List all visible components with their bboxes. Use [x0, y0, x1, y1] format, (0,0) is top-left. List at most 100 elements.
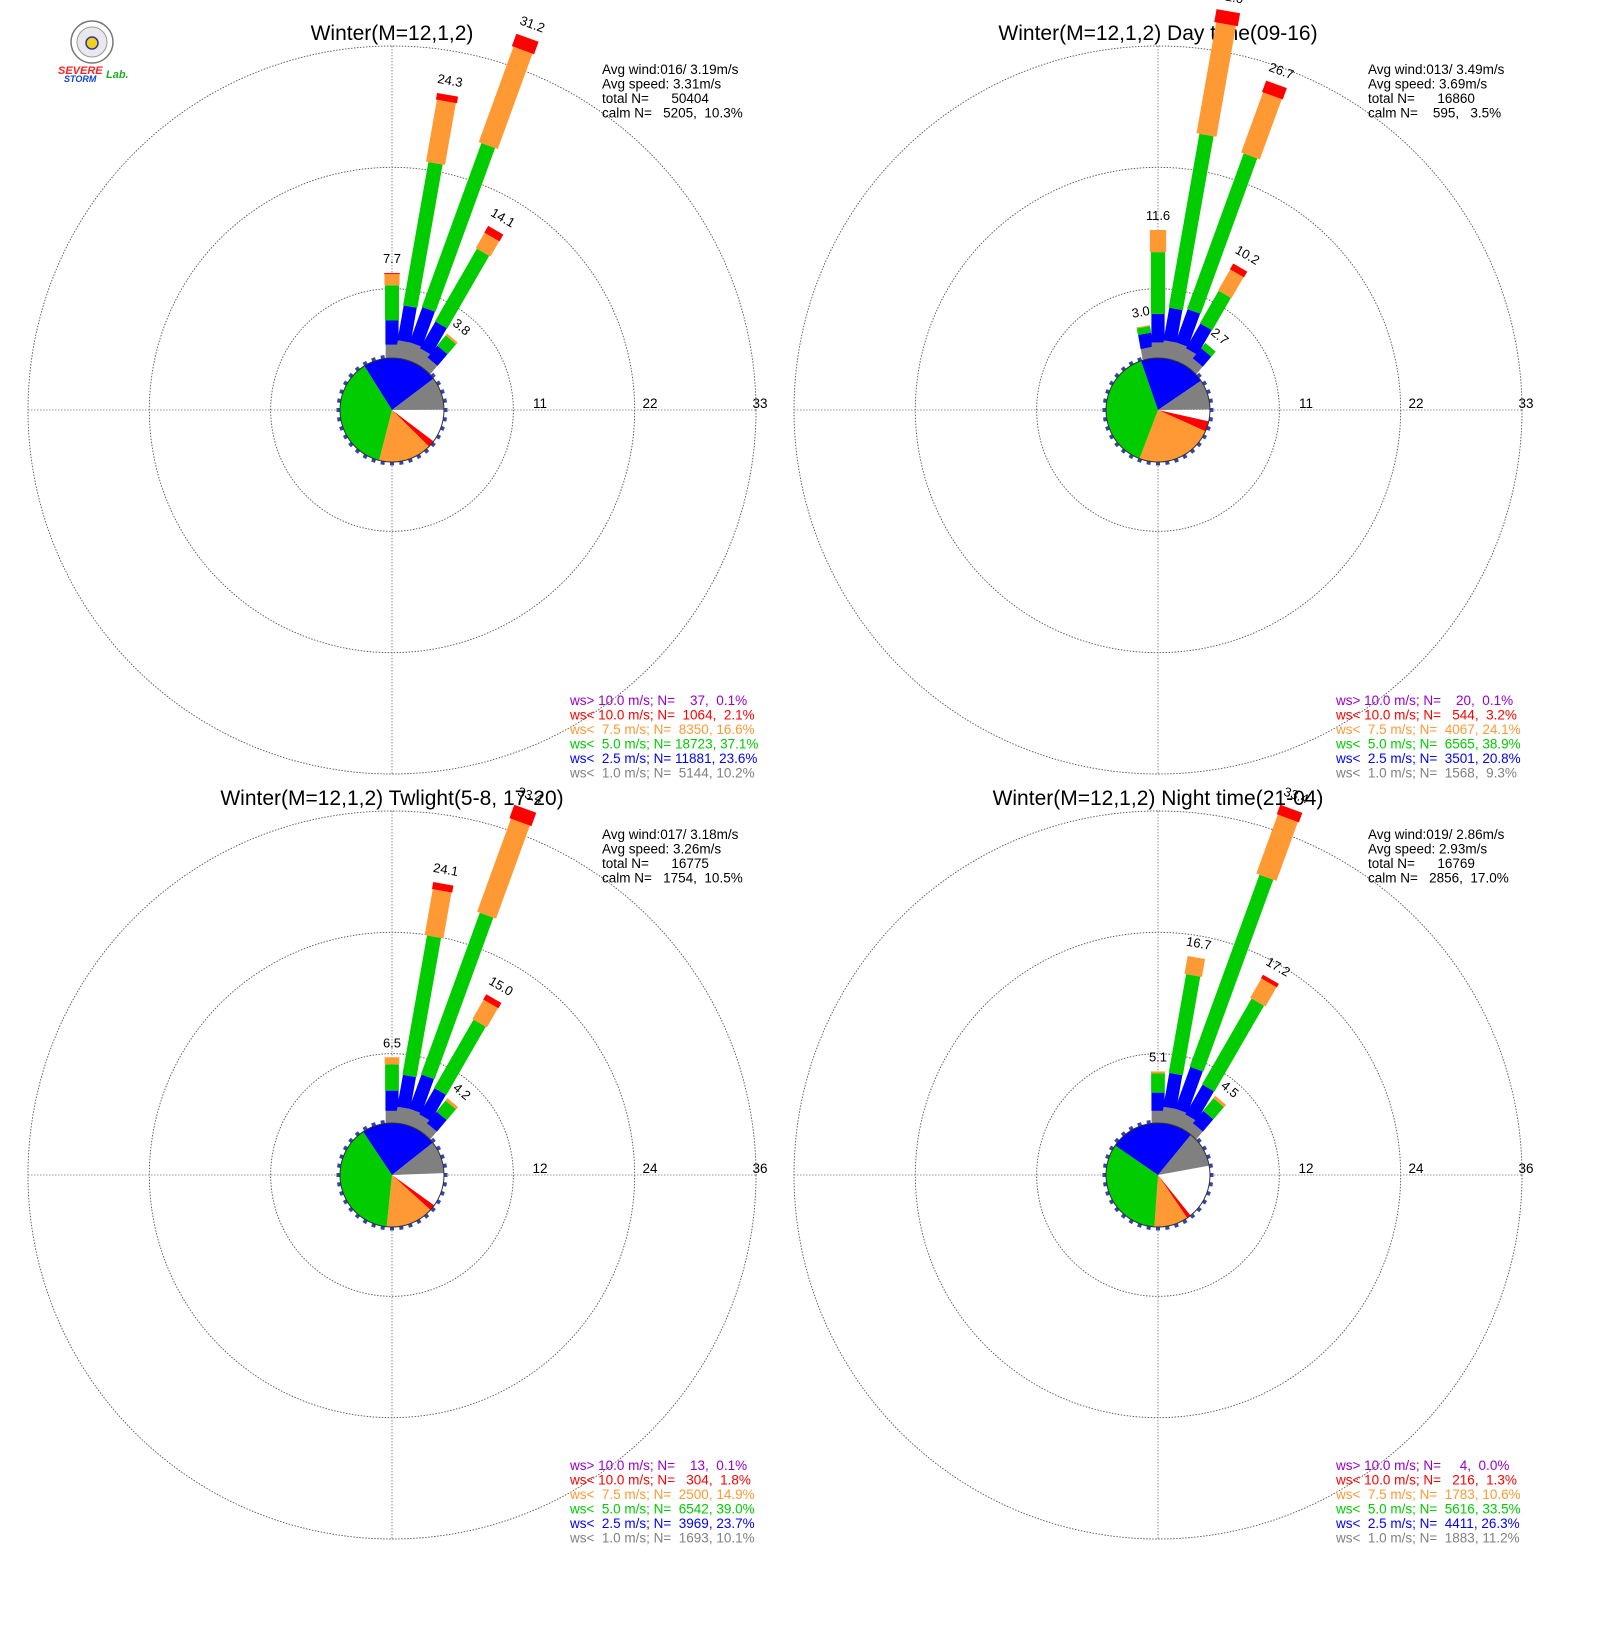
legend-entry: ws< 5.0 m/s; N= 6542, 39.0% — [569, 1502, 755, 1517]
legend-entry: ws< 5.0 m/s; N= 6565, 38.9% — [1335, 737, 1521, 752]
legend-entry: ws< 1.0 m/s; N= 1693, 10.1% — [569, 1531, 755, 1546]
pie-slice-lt10 — [392, 1175, 435, 1210]
petal-segment — [420, 357, 438, 375]
minor-petal — [339, 425, 344, 431]
grid-ring — [270, 1053, 514, 1297]
petal-total-label: 4.2 — [450, 1080, 473, 1103]
pie-slice-calm — [392, 410, 444, 442]
petal-segment — [1175, 1066, 1203, 1114]
petal-segment — [484, 225, 504, 242]
pie-slice-lt5 — [1106, 1145, 1158, 1227]
minor-petal — [430, 1137, 436, 1144]
minor-petal — [1182, 1219, 1188, 1225]
minor-petal — [1196, 1137, 1202, 1144]
petal-segment — [437, 335, 457, 355]
minor-petal — [1114, 372, 1120, 379]
minor-petal — [380, 1119, 385, 1125]
stats-line: calm N= 5205, 10.3% — [602, 106, 743, 121]
ring-tick-label: 36 — [1518, 1161, 1533, 1176]
logo-text-lab: Lab. — [106, 69, 129, 81]
minor-petal — [348, 441, 354, 448]
stats-line: Avg speed: 3.26m/s — [602, 842, 721, 857]
minor-petal — [1128, 454, 1134, 460]
petal-segment — [1163, 1072, 1183, 1110]
minor-petal — [1102, 417, 1108, 422]
petal-segment — [1168, 974, 1201, 1076]
petal-segment — [445, 1098, 459, 1110]
legend-entry: ws> 10.0 m/s; N= 37, 0.1% — [569, 693, 747, 708]
minor-petal — [354, 448, 361, 454]
pie-slice-lt7_5 — [1154, 1175, 1188, 1227]
stats-line: Avg speed: 2.93m/s — [1368, 842, 1487, 857]
pie-slice-lt7_5 — [379, 410, 429, 462]
petal-segment — [394, 340, 411, 360]
severe-storm-lab-logo: SEVERE STORM Lab. — [58, 20, 129, 84]
petal-segment — [1199, 290, 1231, 331]
legend-entry: ws< 2.5 m/s; N= 11881, 23.6% — [569, 751, 757, 766]
minor-petal — [407, 1223, 413, 1228]
minor-petal — [430, 372, 436, 379]
minor-petal — [1202, 380, 1208, 386]
pie-slice-lt7_5 — [386, 1175, 431, 1227]
pie-slice-lt1 — [392, 378, 444, 410]
petal-segment — [436, 1100, 456, 1121]
ring-tick-label: 22 — [1408, 396, 1423, 411]
minor-petal — [336, 417, 342, 422]
wind-rose-panel-3: 12 24 36 Winter(M=12,1,2) Twlight(5-8, 17-2… — [27, 784, 768, 1546]
pie-slice-calm — [1158, 410, 1210, 422]
legend-entry: ws< 2.5 m/s; N= 3969, 23.7% — [569, 1516, 755, 1531]
petal-segment — [1192, 348, 1212, 367]
minor-petal — [436, 434, 442, 440]
petal-segment — [1168, 133, 1214, 311]
petal-segment — [477, 818, 530, 919]
legend-entry: ws< 1.0 m/s; N= 1568, 9.3% — [1335, 766, 1517, 781]
petal-segment — [1213, 1095, 1227, 1108]
petal-segment — [1201, 343, 1216, 357]
minor-petal — [1196, 1206, 1202, 1213]
ring-tick-label: 11 — [533, 396, 547, 411]
stats-line: calm N= 595, 3.5% — [1368, 106, 1501, 121]
legend-entry: ws< 5.0 m/s; N= 18723, 37.1% — [569, 737, 758, 752]
minor-petal — [1105, 425, 1110, 431]
minor-petal — [1202, 1145, 1208, 1151]
petal-segment — [1175, 309, 1201, 347]
minor-petal — [1173, 458, 1179, 463]
petal-segment — [403, 342, 422, 364]
minor-petal — [1120, 448, 1127, 454]
pie-outline — [339, 1122, 445, 1228]
minor-petal — [1173, 1223, 1179, 1228]
minor-petal — [1128, 360, 1134, 366]
petal-segment — [1229, 263, 1248, 278]
petal-total-label: 10.2 — [1233, 242, 1262, 268]
ring-tick-label: 24 — [1408, 1161, 1424, 1176]
petal-segment — [478, 46, 533, 150]
minor-petal — [1120, 1131, 1127, 1137]
petal-total-label: 15.0 — [486, 973, 515, 999]
minor-petal — [1114, 1206, 1120, 1213]
minor-petal — [442, 1182, 448, 1187]
petal-segment — [1187, 153, 1258, 314]
pie-slice-lt1 — [392, 1142, 444, 1175]
petal-segment — [412, 1114, 431, 1134]
minor-petal — [430, 441, 436, 448]
pie-slice-lt5 — [339, 365, 392, 461]
petal-segment — [419, 1088, 446, 1122]
petal-segment — [403, 1108, 422, 1129]
petal-segment — [434, 1019, 486, 1095]
minor-petal — [354, 1213, 361, 1219]
stats-line: Avg wind:016/ 3.19m/s — [602, 62, 739, 77]
legend-entry: ws< 7.5 m/s; N= 8350, 16.6% — [569, 722, 755, 737]
minor-petal — [416, 454, 422, 460]
legend-entry: ws> 10.0 m/s; N= 20, 0.1% — [1335, 693, 1513, 708]
legend-entry: ws< 7.5 m/s; N= 2500, 14.9% — [569, 1487, 755, 1502]
minor-petal — [336, 1163, 342, 1168]
minor-petal — [348, 1206, 354, 1213]
minor-petal — [371, 1122, 377, 1127]
minor-petal — [362, 360, 368, 366]
chart-title: Winter(M=12,1,2) Day time(09-16) — [998, 22, 1317, 45]
petal-total-label: 16.7 — [1185, 934, 1213, 953]
minor-petal — [440, 1190, 445, 1196]
petal-segment — [475, 232, 500, 257]
minor-petal — [1146, 1225, 1151, 1231]
petal-segment — [1140, 346, 1156, 360]
